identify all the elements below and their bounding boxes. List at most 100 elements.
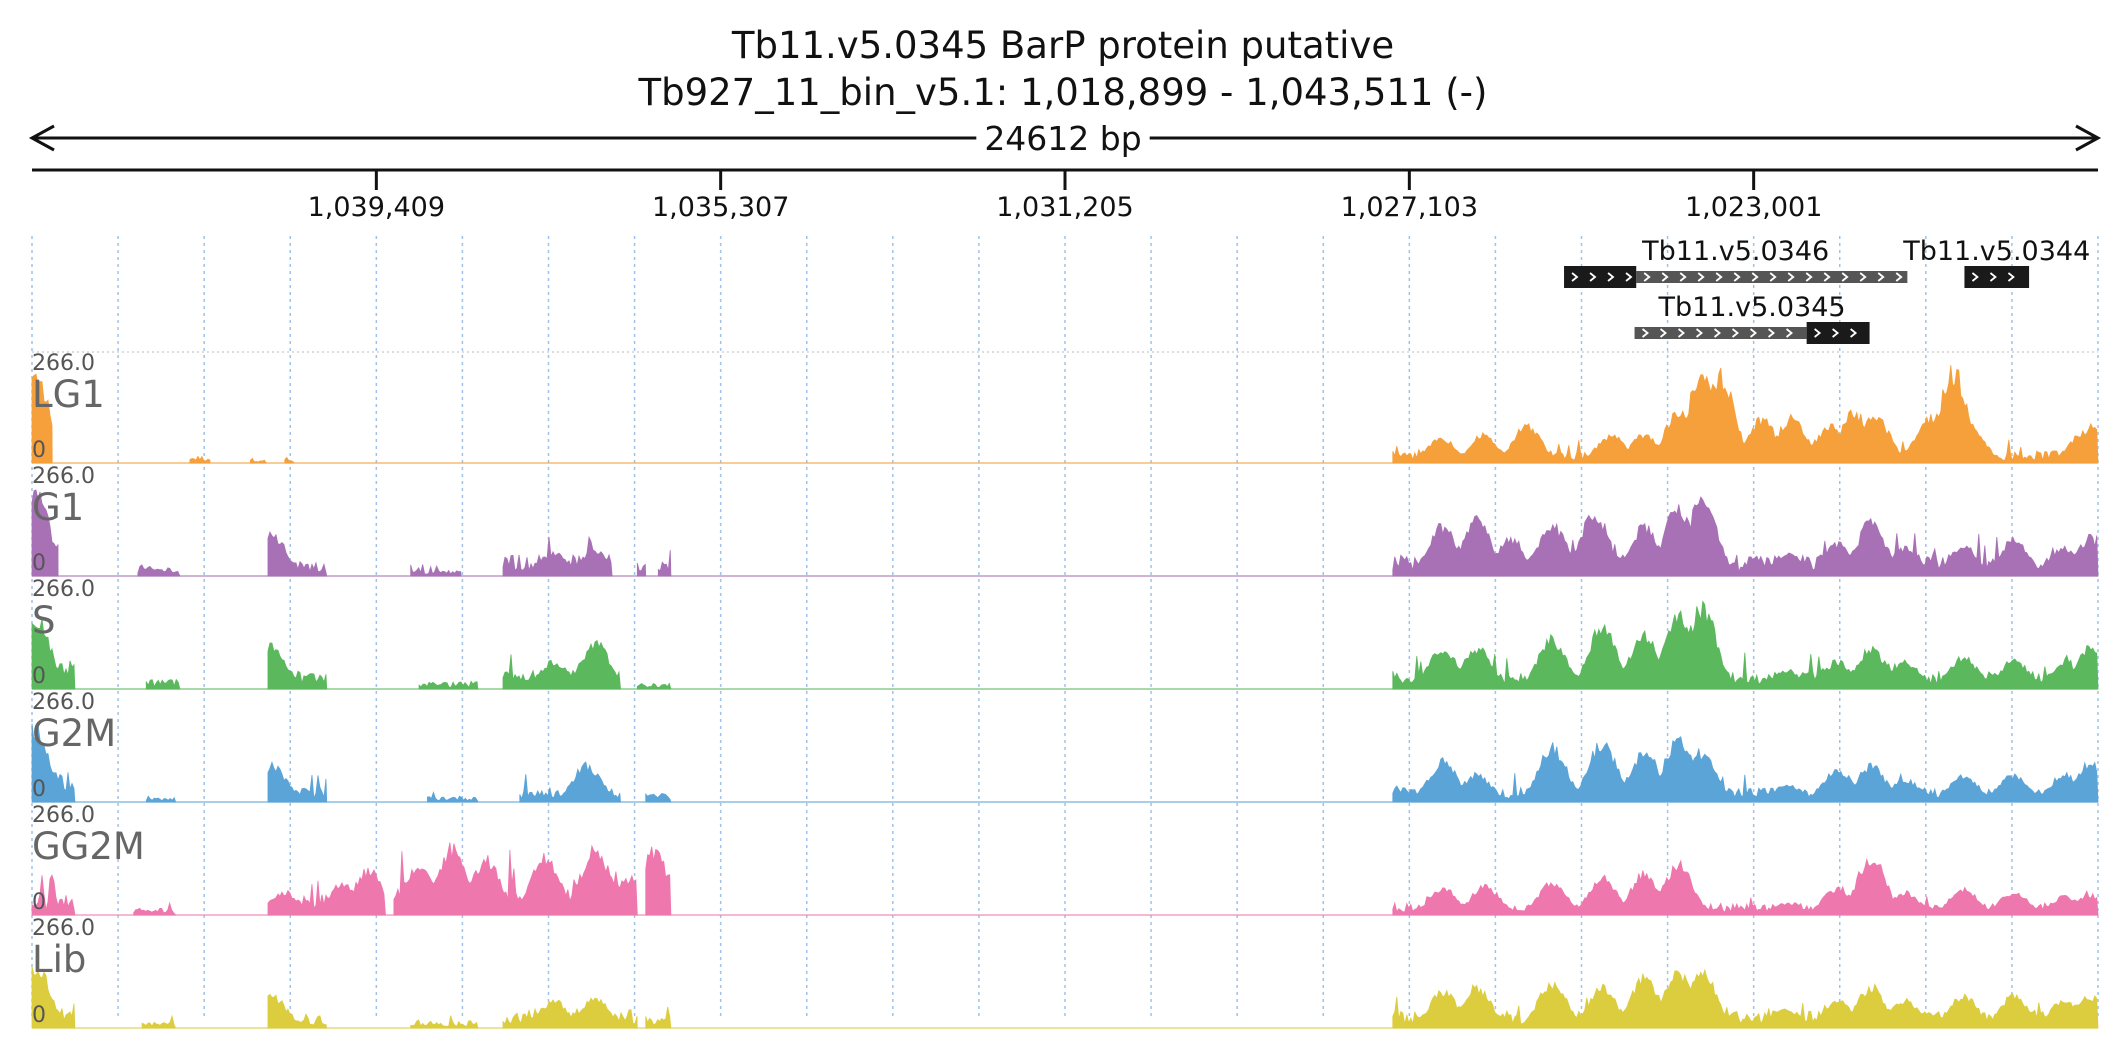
coverage-area: [1392, 968, 2099, 1029]
strand-chevron: [1695, 328, 1703, 338]
strand-chevron: [1625, 272, 1633, 282]
strand-chevron: [2007, 272, 2015, 282]
scale-min: 0: [32, 1003, 46, 1028]
coverage-area: [502, 997, 638, 1029]
strand-chevron: [1805, 272, 1813, 282]
scale-max: 266.0: [32, 690, 95, 715]
coverage-area: [636, 562, 647, 577]
coverage-area: [133, 901, 177, 916]
strand-chevron: [1850, 328, 1858, 338]
gene-model: Tb11.v5.0345: [1634, 292, 1870, 344]
strand-chevron: [1785, 328, 1793, 338]
coverage-area: [31, 618, 76, 690]
axis-tick-label: 1,027,103: [1341, 192, 1478, 223]
strand-chevron: [1769, 272, 1777, 282]
coverage-area: [249, 457, 268, 464]
track-label: GG2M: [32, 825, 145, 868]
span-ruler: [28, 124, 2102, 152]
track-label: G2M: [32, 712, 116, 755]
scale-max: 266.0: [32, 577, 95, 602]
coverage-tracks: 266.0LG10266.0G10266.0S0266.0G2M0266.0GG…: [31, 351, 2099, 1029]
coverage-area: [645, 846, 672, 916]
scale-max: 266.0: [32, 916, 95, 941]
gene-title: Tb11.v5.0345 BarP protein putative: [731, 24, 1394, 67]
locus-title: Tb927_11_bin_v5.1: 1,018,899 - 1,043,511…: [638, 71, 1488, 114]
axis-tick-label: 1,039,409: [308, 192, 445, 223]
span-label: 24612 bp: [984, 119, 1141, 158]
coverage-area: [145, 795, 177, 803]
coverage-area: [645, 1006, 672, 1029]
gene-utr: [1636, 271, 1908, 283]
track-label: G1: [32, 486, 84, 529]
coverage-area: [31, 373, 53, 464]
coverage-area: [418, 680, 479, 690]
coverage-area: [267, 760, 328, 803]
coordinate-axis: 1,039,409 1,035,307 1,031,205 1,027,103 1,02…: [32, 168, 2098, 223]
strand-chevron: [1679, 272, 1687, 282]
gene-model: Tb11.v5.0346: [1564, 236, 1908, 288]
scale-min: 0: [32, 777, 46, 802]
coverage-area: [1392, 365, 2099, 464]
coverage-area: [1392, 736, 2099, 803]
strand-chevron: [1749, 328, 1757, 338]
scale-max: 266.0: [32, 351, 95, 376]
coverage-area: [410, 1015, 479, 1029]
gene-models: Tb11.v5.0346 Tb11.v5.0344 Tb11.v5.0345: [1564, 236, 2090, 344]
gene-label: Tb11.v5.0345: [1658, 292, 1846, 323]
strand-chevron: [1751, 272, 1759, 282]
gene-cds: [1564, 266, 1637, 288]
strand-chevron: [1641, 328, 1649, 338]
strand-chevron: [1895, 272, 1903, 282]
coverage-area: [31, 723, 76, 803]
strand-chevron: [1823, 272, 1831, 282]
coverage-track: 266.0S 0: [31, 577, 2099, 690]
coverage-area: [1392, 857, 2099, 916]
coverage-area: [1392, 496, 2099, 577]
scale-min: 0: [32, 438, 46, 463]
gene-label: Tb11.v5.0346: [1641, 236, 1829, 267]
gene-label: Tb11.v5.0344: [1902, 236, 2090, 267]
gene-model: Tb11.v5.0344: [1902, 236, 2090, 288]
strand-chevron: [1859, 272, 1867, 282]
strand-chevron: [1767, 328, 1775, 338]
coverage-area: [137, 564, 181, 577]
strand-chevron: [1643, 272, 1651, 282]
coverage-area: [31, 874, 76, 916]
strand-chevron: [1589, 272, 1597, 282]
strand-chevron: [1733, 272, 1741, 282]
coverage-area: [145, 678, 181, 690]
coverage-area: [189, 455, 211, 464]
coverage-area: [267, 530, 328, 577]
span-arrow-right: [2075, 124, 2102, 152]
strand-chevron: [1841, 272, 1849, 282]
track-label: S: [32, 599, 56, 642]
coverage-area: [645, 792, 672, 803]
strand-chevron: [1607, 272, 1615, 282]
span-arrow-left: [28, 124, 55, 152]
coverage-area: [31, 966, 76, 1029]
coverage-area: [267, 642, 328, 690]
coverage-area: [427, 791, 479, 803]
coverage-area: [267, 993, 328, 1029]
coverage-area: [1392, 600, 2099, 690]
scale-max: 266.0: [32, 803, 95, 828]
strand-chevron: [1832, 328, 1840, 338]
strand-chevron: [1659, 328, 1667, 338]
strand-chevron: [1787, 272, 1795, 282]
strand-chevron: [1713, 328, 1721, 338]
scale-max: 266.0: [32, 464, 95, 489]
strand-chevron: [1571, 272, 1579, 282]
scale-min: 0: [32, 890, 46, 915]
strand-chevron: [1661, 272, 1669, 282]
strand-chevron: [1731, 328, 1739, 338]
coverage-area: [636, 682, 672, 690]
coverage-area: [393, 842, 638, 916]
strand-chevron: [1814, 328, 1822, 338]
coverage-area: [410, 564, 462, 577]
coverage-area: [502, 535, 613, 577]
strand-chevron: [1715, 272, 1723, 282]
coverage-area: [31, 489, 59, 577]
